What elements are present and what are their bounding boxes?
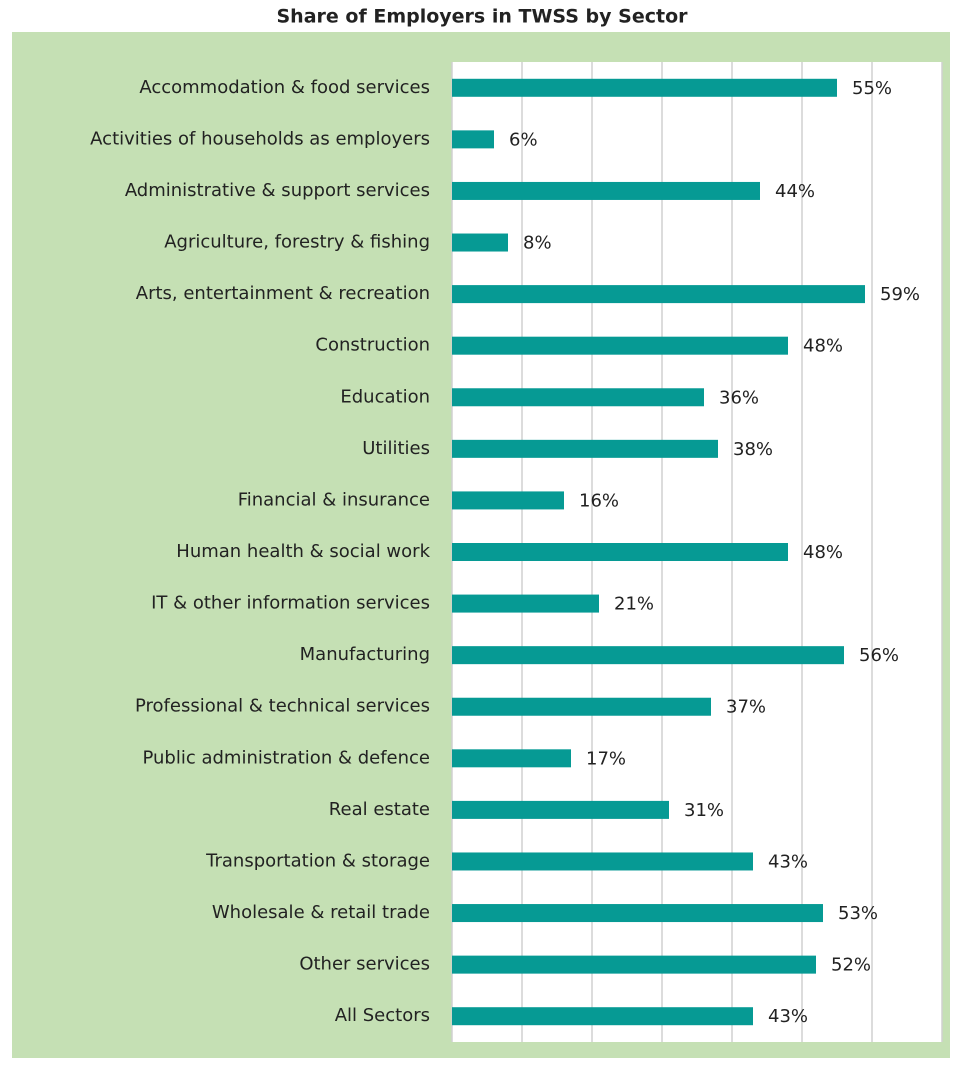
category-label: Manufacturing (300, 644, 430, 665)
category-label: Transportation & storage (205, 850, 430, 871)
bar (452, 491, 564, 510)
value-label: 48% (803, 542, 843, 563)
bar (452, 749, 571, 768)
category-label: IT & other information services (151, 593, 430, 614)
bar (452, 181, 760, 200)
value-label: 16% (579, 490, 619, 511)
value-label: 53% (838, 903, 878, 924)
value-label: 59% (880, 284, 920, 305)
category-label: Construction (315, 335, 430, 356)
bar (452, 904, 823, 923)
category-label: Accommodation & food services (139, 77, 430, 98)
bar (452, 955, 816, 974)
category-label: Utilities (362, 438, 430, 459)
bar (452, 543, 788, 561)
bar (452, 646, 844, 665)
value-label: 43% (768, 851, 808, 872)
bar (452, 233, 508, 252)
value-label: 52% (831, 955, 871, 976)
category-label: Professional & technical services (135, 696, 430, 717)
category-label: All Sectors (335, 1005, 430, 1026)
chart-title: Share of Employers in TWSS by Sector (277, 6, 689, 28)
value-label: 55% (852, 78, 892, 99)
category-label: Other services (299, 954, 430, 975)
value-label: 38% (733, 439, 773, 460)
value-label: 56% (859, 645, 899, 666)
value-label: 36% (719, 387, 759, 408)
value-label: 44% (775, 181, 815, 202)
value-label: 8% (523, 233, 552, 254)
bar (452, 594, 599, 613)
category-label: Wholesale & retail trade (212, 902, 430, 923)
value-label: 43% (768, 1006, 808, 1027)
bar (452, 388, 704, 407)
bar (452, 439, 718, 458)
category-label: Agriculture, forestry & fishing (164, 232, 430, 253)
category-label: Financial & insurance (238, 489, 430, 510)
bar (452, 285, 865, 304)
bar (452, 1007, 753, 1026)
category-label: Arts, entertainment & recreation (136, 283, 430, 304)
category-label: Human health & social work (176, 541, 430, 562)
category-label: Administrative & support services (125, 180, 430, 201)
bar (452, 78, 837, 97)
value-label: 31% (684, 800, 724, 821)
bar (452, 697, 711, 716)
bar (452, 336, 788, 355)
value-label: 37% (726, 697, 766, 718)
category-label: Activities of households as employers (90, 128, 430, 149)
value-label: 17% (586, 748, 626, 769)
value-label: 21% (614, 594, 654, 615)
value-label: 48% (803, 336, 843, 357)
category-label: Education (340, 386, 430, 407)
bar (452, 800, 669, 819)
category-label: Real estate (329, 799, 430, 820)
value-label: 6% (509, 129, 538, 150)
category-label: Public administration & defence (142, 747, 430, 768)
bar (452, 130, 494, 149)
bar (452, 852, 753, 871)
